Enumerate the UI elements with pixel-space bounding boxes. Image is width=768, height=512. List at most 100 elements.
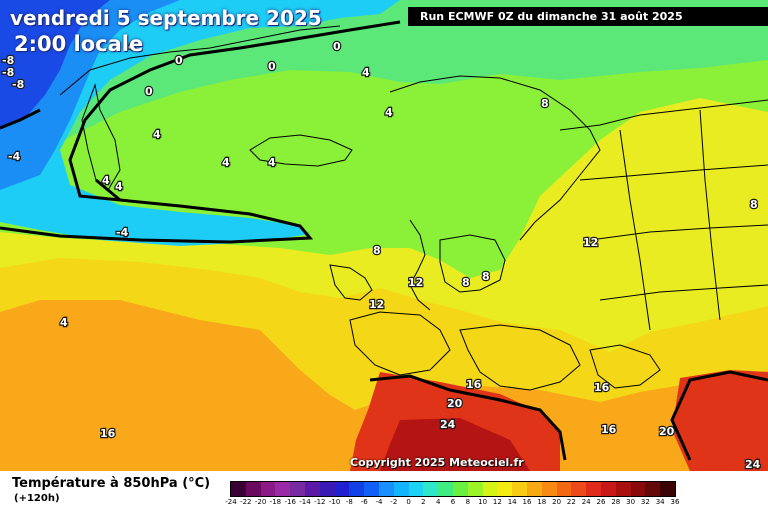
legend-swatch [615,482,631,496]
legend-tick-label: -10 [328,498,341,506]
isotherm-label: 16 [601,423,617,436]
isotherm-label: 0 [175,54,183,67]
isotherm-label: 8 [482,270,490,283]
coastlines [59,25,768,391]
legend-swatch [467,482,483,496]
isotherm-label: 4 [222,156,230,169]
legend-swatch [275,482,291,496]
isotherm-lines [0,20,768,461]
isotherm-label: 4 [153,128,161,141]
legend-swatch [541,482,557,496]
legend-swatch [482,482,498,496]
isotherm-label: 20 [659,425,675,438]
legend-tick-label: 34 [655,498,665,506]
legend-swatch [600,482,616,496]
legend-tick-label: 30 [626,498,636,506]
legend-tick-label: 10 [478,498,488,506]
legend-swatch [526,482,542,496]
legend-swatch [586,482,601,496]
band-dark-red [380,418,530,471]
legend-tick-label: 14 [507,498,517,506]
isotherm-label: 12 [583,236,598,249]
color-legend: -24 -22 -20 -18 -16 -14 -12 -10 -8 -6 -4 -2 0 2 4 6 8 10 1… [225,481,679,509]
isotherm-label: -4 [8,150,21,163]
isotherm-label: 0 [268,60,276,73]
isotherm-label: -8 [2,54,14,67]
isotherm-label: 16 [100,427,116,440]
legend-swatch [571,482,587,496]
legend-swatch [334,482,350,496]
legend-tick-label: 18 [537,498,547,506]
legend-swatch [364,482,379,496]
legend-swatch [231,482,246,496]
isotherm-label-group: 4 0 0 0 0 4 4 4 4 4 4 4 -4 -4 -8 -8 -8 8… [1,39,762,471]
legend-swatch [645,482,661,496]
isotherm-label: 16 [466,378,482,391]
isotherm-label: 12 [369,298,384,311]
copyright-notice: Copyright 2025 Meteociel.fr [350,456,524,469]
legend-ticks: -24 -22 -20 -18 -16 -14 -12 -10 -8 -6 -4 -2 0 2 4 6 8 10 1… [225,497,679,509]
parameter-title: Température à 850hPa (°C) [12,476,211,491]
legend-tick-label: -22 [240,498,252,506]
legend-tick-label: 20 [552,498,562,506]
legend-tick-label: 22 [566,498,576,506]
legend-swatch [319,482,335,496]
isotherm-label: 4 [268,156,276,169]
isotherm-label: 4 [115,180,123,193]
isotherm-label: 0 [145,85,153,98]
legend-tick-label: -2 [390,498,398,506]
forecast-date: vendredi 5 septembre 2025 [10,6,322,30]
legend-swatch [260,482,276,496]
legend-tick-label: -24 [225,498,237,506]
legend-tick-label: -14 [299,498,311,506]
lead-time: (+120h) [14,493,60,504]
legend-tick-label: 2 [421,498,426,506]
forecast-time: 2:00 locale [14,32,144,56]
legend-tick-label: 12 [492,498,502,506]
temperature-map[interactable]: 4 0 0 0 0 4 4 4 4 4 4 4 -4 -4 -8 -8 -8 8… [0,0,768,471]
legend-swatch [438,482,453,496]
isotherm-label: -8 [12,78,24,91]
legend-swatch [304,482,320,496]
legend-tick-label: 8 [465,498,471,506]
isotherm-label: 12 [408,276,423,289]
legend-swatch [512,482,527,496]
legend-tick-label: -8 [345,498,353,506]
legend-tick-label: 36 [670,498,680,506]
model-run-banner: Run ECMWF 0Z du dimanche 31 août 2025 [408,7,768,26]
isotherm-label: 24 [440,418,456,431]
legend-tick-label: 24 [581,498,591,506]
legend-swatch [290,482,305,496]
band-sky-blue [0,0,400,246]
isotherm-label: 24 [745,458,761,471]
legend-tick-label: 16 [522,498,532,506]
legend-swatch [630,482,646,496]
legend-tick-label: 4 [435,498,441,506]
legend-tick-label: -4 [375,498,383,506]
legend-tick-label: 28 [611,498,621,506]
legend-tick-label: 6 [450,498,456,506]
legend-tick-label: -16 [284,498,296,506]
isotherm-label: 4 [128,40,136,53]
isotherm-label: 8 [373,244,381,257]
legend-tick-label: 32 [640,498,650,506]
legend-swatch [556,482,572,496]
legend-swatches [230,481,676,497]
legend-tick-label: -12 [314,498,326,506]
isotherm-label: 8 [462,276,470,289]
band-red-east [672,370,768,471]
isotherm-label: 4 [60,316,68,329]
legend-tick-label: 26 [596,498,606,506]
isotherm-label: 8 [541,97,549,110]
legend-swatch [660,482,675,496]
legend-tick-label: -6 [360,498,368,506]
legend-tick-label: -18 [269,498,282,506]
legend-swatch [408,482,424,496]
isotherm-label: 16 [594,381,610,394]
isotherm-label: 20 [447,397,463,410]
legend-swatch [349,482,365,496]
legend-tick-label: -20 [254,498,267,506]
isotherm-label: -8 [2,66,14,79]
legend-swatch [378,482,394,496]
isotherm-label: 0 [333,40,341,53]
